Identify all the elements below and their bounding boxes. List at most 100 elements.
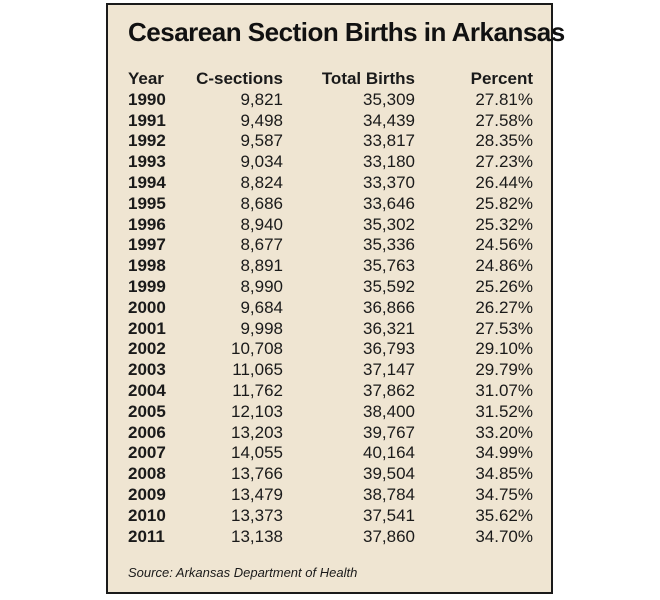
cell-total-births: 36,866 — [363, 297, 415, 317]
cell-percent: 25.82% — [475, 193, 533, 213]
cell-percent: 26.27% — [475, 297, 533, 317]
cell-total-births: 36,793 — [363, 339, 415, 359]
table-row: 1995 8,686 33,646 25.82% — [108, 194, 551, 215]
table-row: 1996 8,940 35,302 25.32% — [108, 215, 551, 236]
cell-c-sections: 9,998 — [240, 318, 283, 338]
cell-total-births: 37,541 — [363, 505, 415, 525]
table-row: 2001 9,998 36,321 27.53% — [108, 319, 551, 340]
table-row: 2008 13,766 39,504 34.85% — [108, 464, 551, 485]
table-row: 2004 11,762 37,862 31.07% — [108, 381, 551, 402]
cell-c-sections: 11,065 — [232, 360, 283, 380]
cell-percent: 24.56% — [475, 235, 533, 255]
cell-year: 2011 — [128, 526, 165, 546]
cell-c-sections: 9,587 — [240, 131, 283, 151]
cell-year: 2001 — [128, 318, 166, 338]
cell-year: 2002 — [128, 339, 166, 359]
table-row: 1991 9,498 34,439 27.58% — [108, 111, 551, 132]
cell-percent: 25.32% — [475, 214, 533, 234]
table-row: 2005 12,103 38,400 31.52% — [108, 402, 551, 423]
cell-year: 2008 — [128, 464, 166, 484]
cell-c-sections: 13,138 — [231, 526, 283, 546]
cell-percent: 27.81% — [475, 89, 533, 109]
cell-total-births: 35,336 — [363, 235, 415, 255]
table-header-row: Year C-sections Total Births Percent — [108, 69, 551, 90]
cell-year: 1995 — [128, 193, 166, 213]
cell-c-sections: 8,990 — [240, 276, 283, 296]
cell-percent: 34.99% — [475, 443, 533, 463]
cell-c-sections: 8,940 — [240, 214, 283, 234]
cell-year: 2000 — [128, 297, 166, 317]
cell-percent: 31.52% — [475, 401, 533, 421]
cell-c-sections: 11,762 — [232, 380, 283, 400]
source-note: Source: Arkansas Department of Health — [128, 565, 358, 580]
cell-total-births: 37,862 — [363, 380, 415, 400]
table-row: 2000 9,684 36,866 26.27% — [108, 298, 551, 319]
cell-percent: 34.75% — [475, 484, 533, 504]
cell-percent: 27.23% — [475, 152, 533, 172]
cell-total-births: 37,860 — [363, 526, 415, 546]
cell-c-sections: 8,824 — [240, 172, 283, 192]
cell-percent: 34.70% — [475, 526, 533, 546]
cell-year: 2010 — [128, 505, 166, 525]
cell-year: 1992 — [128, 131, 166, 151]
cell-c-sections: 9,498 — [240, 110, 283, 130]
cell-percent: 33.20% — [475, 422, 533, 442]
cell-year: 2003 — [128, 360, 166, 380]
cell-total-births: 39,504 — [363, 464, 415, 484]
cell-c-sections: 8,686 — [240, 193, 283, 213]
table-row: 1990 9,821 35,309 27.81% — [108, 90, 551, 111]
cell-total-births: 37,147 — [363, 360, 415, 380]
table-row: 2006 13,203 39,767 33.20% — [108, 423, 551, 444]
cell-year: 1991 — [128, 110, 166, 130]
cell-percent: 29.79% — [475, 360, 533, 380]
table-row: 1994 8,824 33,370 26.44% — [108, 173, 551, 194]
cell-year: 1996 — [128, 214, 166, 234]
cell-c-sections: 8,677 — [240, 235, 283, 255]
cell-percent: 35.62% — [475, 505, 533, 525]
cell-percent: 31.07% — [475, 380, 533, 400]
header-percent: Percent — [470, 69, 533, 88]
cell-total-births: 39,767 — [363, 422, 415, 442]
cell-total-births: 35,302 — [363, 214, 415, 234]
cell-year: 1997 — [128, 235, 166, 255]
cell-percent: 29.10% — [475, 339, 533, 359]
cell-percent: 26.44% — [475, 172, 533, 192]
cell-c-sections: 10,708 — [231, 339, 283, 359]
table-row: 2011 13,138 37,860 34.70% — [108, 527, 551, 548]
cell-total-births: 33,370 — [363, 172, 415, 192]
cell-total-births: 33,646 — [363, 193, 415, 213]
cell-total-births: 38,400 — [363, 401, 415, 421]
cell-total-births: 33,180 — [363, 152, 415, 172]
cell-percent: 27.58% — [475, 110, 533, 130]
cell-c-sections: 13,373 — [231, 505, 283, 525]
cell-total-births: 35,592 — [363, 276, 415, 296]
cell-c-sections: 13,203 — [231, 422, 283, 442]
cell-percent: 34.85% — [475, 464, 533, 484]
table-row: 1998 8,891 35,763 24.86% — [108, 256, 551, 277]
cell-year: 2009 — [128, 484, 166, 504]
cell-year: 1998 — [128, 256, 166, 276]
cell-c-sections: 13,766 — [231, 464, 283, 484]
header-c-sections: C-sections — [196, 69, 283, 88]
table-panel: Cesarean Section Births in Arkansas Year… — [106, 3, 565, 594]
cell-total-births: 40,164 — [363, 443, 415, 463]
cell-total-births: 33,817 — [363, 131, 415, 151]
table-row: 2003 11,065 37,147 29.79% — [108, 360, 551, 381]
table-row: 1993 9,034 33,180 27.23% — [108, 152, 551, 173]
header-year: Year — [128, 69, 164, 88]
cell-year: 1990 — [128, 89, 166, 109]
chart-title: Cesarean Section Births in Arkansas — [128, 17, 565, 47]
cell-c-sections: 9,821 — [240, 89, 283, 109]
cell-c-sections: 9,034 — [240, 152, 283, 172]
cell-total-births: 38,784 — [363, 484, 415, 504]
cell-year: 2005 — [128, 401, 166, 421]
table-row: 1992 9,587 33,817 28.35% — [108, 131, 551, 152]
cell-percent: 24.86% — [475, 256, 533, 276]
cell-total-births: 35,763 — [363, 256, 415, 276]
table-row: 2007 14,055 40,164 34.99% — [108, 443, 551, 464]
cell-percent: 28.35% — [475, 131, 533, 151]
cell-c-sections: 14,055 — [231, 443, 283, 463]
cell-year: 1993 — [128, 152, 166, 172]
cell-percent: 27.53% — [475, 318, 533, 338]
cell-c-sections: 8,891 — [240, 256, 283, 276]
